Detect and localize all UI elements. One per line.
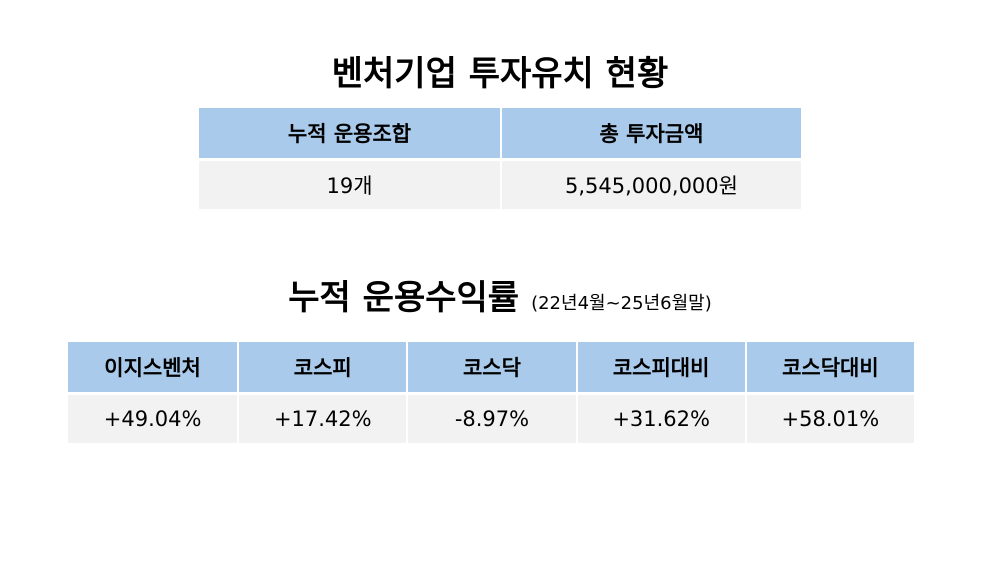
header-total-investment: 총 투자금액 [500, 108, 801, 161]
value-kosdaq: -8.97% [406, 395, 576, 443]
header-easys-venture: 이지스벤처 [68, 342, 238, 395]
table-header-row: 이지스벤처 코스피 코스닥 코스피대비 코스닥대비 [68, 342, 914, 395]
returns-period-subtitle: (22년4월~25년6월말) [531, 293, 712, 314]
value-total-investment: 5,545,000,000원 [500, 161, 801, 209]
header-vs-kosdaq: 코스닥대비 [744, 342, 914, 395]
header-kosdaq: 코스닥 [406, 342, 576, 395]
table-row: 19개 5,545,000,000원 [199, 161, 801, 209]
table-header-row: 누적 운용조합 총 투자금액 [199, 108, 801, 161]
investment-status-title: 벤처기업 투자유치 현황 [331, 54, 669, 94]
header-kospi: 코스피 [237, 342, 407, 395]
value-easys-venture: +49.04% [68, 395, 238, 443]
table-row: +49.04% +17.42% -8.97% +31.62% +58.01% [68, 395, 914, 443]
returns-table: 이지스벤처 코스피 코스닥 코스피대비 코스닥대비 +49.04% +17.42… [68, 342, 914, 443]
header-cumulative-funds: 누적 운용조합 [199, 108, 500, 161]
returns-title-block: 누적 운용수익률 (22년4월~25년6월말) [0, 276, 1000, 326]
header-vs-kospi: 코스피대비 [575, 342, 745, 395]
value-vs-kospi: +31.62% [575, 395, 745, 443]
value-cumulative-funds: 19개 [199, 161, 500, 209]
value-kospi: +17.42% [237, 395, 407, 443]
investment-status-table: 누적 운용조합 총 투자금액 19개 5,545,000,000원 [199, 108, 801, 209]
returns-title: 누적 운용수익률 [288, 278, 520, 318]
value-vs-kosdaq: +58.01% [744, 395, 914, 443]
